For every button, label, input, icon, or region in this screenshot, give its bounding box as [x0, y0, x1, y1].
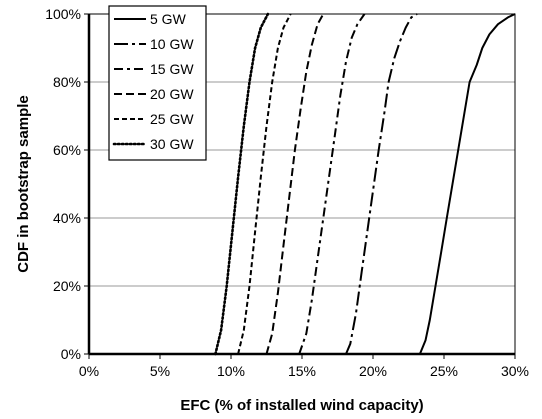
legend-label: 20 GW	[150, 86, 194, 102]
x-tick-label: 20%	[359, 363, 387, 379]
series-line-5-gw	[418, 13, 516, 355]
x-tick-label: 15%	[288, 363, 316, 379]
y-tick-label: 60%	[53, 142, 81, 158]
series-line-25-gw	[237, 13, 292, 355]
y-tick-label: 20%	[53, 278, 81, 294]
x-tick-label: 30%	[501, 363, 529, 379]
y-tick-labels: 0% 20% 40% 60% 80% 100%	[45, 6, 89, 362]
series-line-20-gw	[265, 13, 325, 355]
y-tick-label: 40%	[53, 210, 81, 226]
x-axis-title: EFC (% of installed wind capacity)	[180, 397, 423, 414]
legend: 5 GW 10 GW 15 GW 20 GW 25 GW 30 GW	[108, 5, 207, 161]
series-line-15-gw	[298, 13, 366, 355]
legend-label: 30 GW	[150, 136, 194, 152]
x-tick-label: 0%	[79, 363, 99, 379]
series-lines	[214, 12, 516, 356]
series-line-30-gw	[214, 12, 270, 356]
x-tick-label: 5%	[150, 363, 170, 379]
legend-label: 10 GW	[150, 36, 194, 52]
x-tick-label: 25%	[430, 363, 458, 379]
y-axis-title: CDF in bootstrap sample	[15, 95, 32, 273]
legend-label: 25 GW	[150, 111, 194, 127]
y-tick-label: 0%	[61, 346, 81, 362]
y-tick-label: 100%	[45, 6, 81, 22]
legend-box	[108, 5, 207, 161]
x-tick-labels: 0% 5% 10% 15% 20% 25% 30%	[79, 354, 529, 379]
y-tick-label: 80%	[53, 74, 81, 90]
legend-label: 5 GW	[150, 11, 187, 27]
x-tick-label: 10%	[217, 363, 245, 379]
series-line-10-gw	[345, 13, 418, 355]
legend-label: 15 GW	[150, 61, 194, 77]
